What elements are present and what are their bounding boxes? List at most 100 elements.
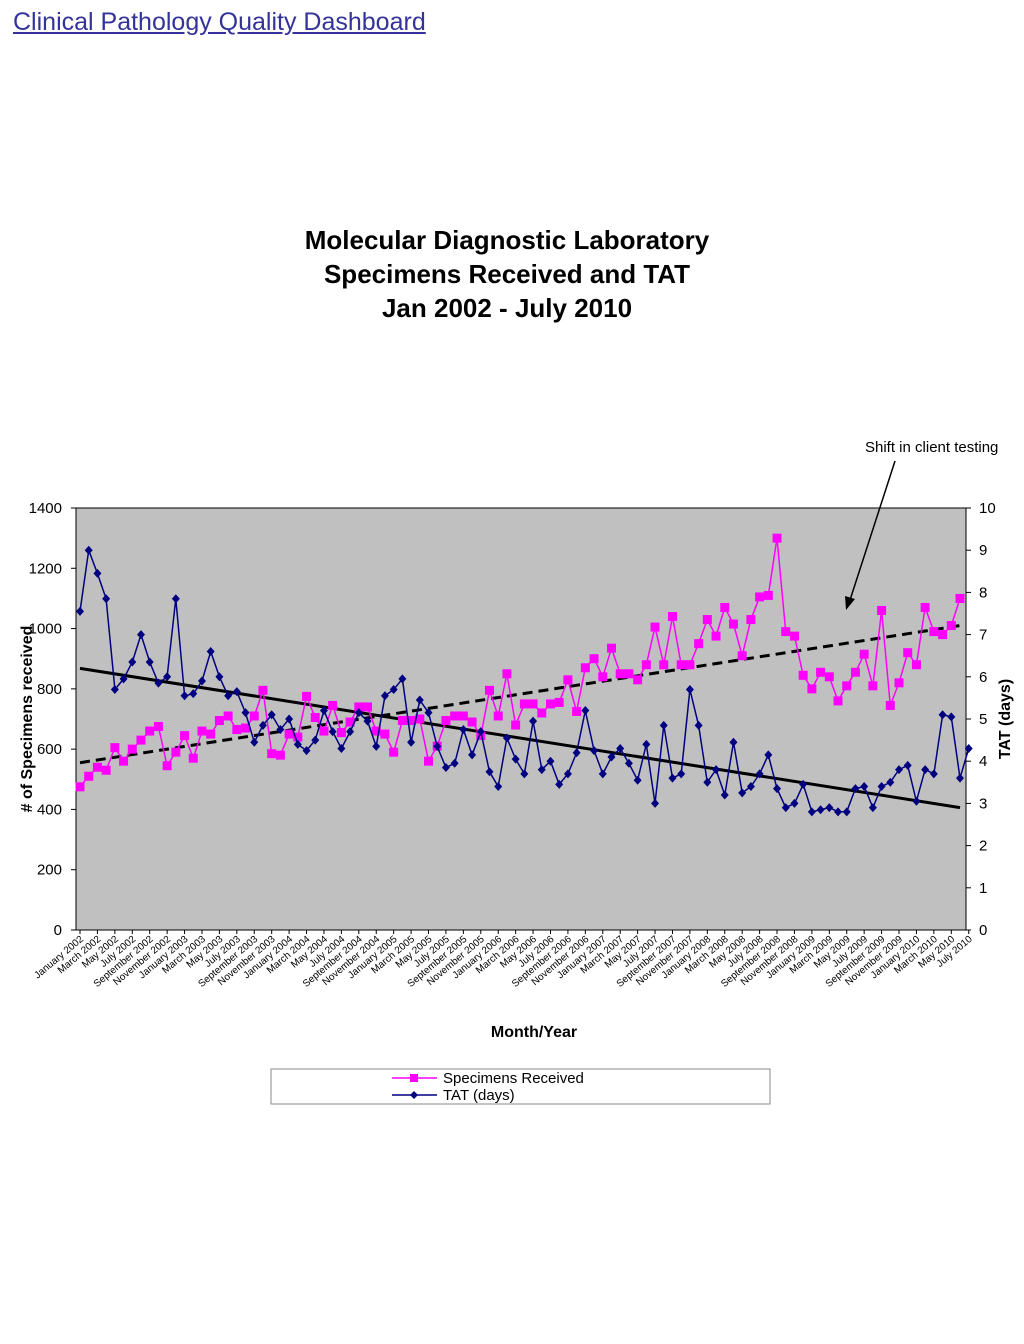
data-point (651, 798, 660, 808)
data-point (363, 702, 373, 712)
data-point (676, 660, 686, 670)
data-point (529, 716, 538, 726)
data-point (842, 807, 851, 817)
data-point (93, 568, 102, 578)
left-tick-label: 1200 (29, 560, 62, 577)
data-point (859, 649, 869, 659)
legend: Specimens Received TAT (days) (270, 1068, 771, 1105)
data-point (485, 767, 494, 777)
data-point (712, 765, 721, 775)
right-tick-label: 0 (979, 922, 987, 939)
data-point (380, 691, 389, 701)
data-point (694, 720, 703, 730)
data-point (633, 675, 643, 685)
data-point (285, 714, 294, 724)
data-point (293, 732, 303, 742)
data-point (816, 805, 825, 815)
data-point (328, 727, 337, 737)
right-axis: 0 1 2 3 4 5 6 7 8 9 10 (966, 500, 996, 939)
data-point (964, 744, 973, 754)
data-point (877, 782, 886, 792)
data-point (145, 657, 154, 667)
left-tick-label: 800 (37, 681, 62, 698)
left-axis: 0 200 400 600 800 1000 1200 1400 (29, 500, 76, 939)
dashboard-link[interactable]: Clinical Pathology Quality Dashboard (13, 8, 426, 36)
data-point (345, 717, 355, 727)
data-point (162, 761, 172, 771)
data-point (468, 750, 477, 760)
data-point (258, 720, 267, 730)
data-point (188, 753, 198, 763)
data-point (711, 631, 721, 641)
data-point (189, 689, 198, 699)
data-point (519, 699, 529, 709)
data-point (746, 782, 755, 792)
data-point (241, 723, 251, 733)
chart-title-line-3: Jan 2002 - July 2010 (382, 293, 632, 323)
data-point (371, 726, 381, 736)
data-point (763, 590, 773, 600)
series (75, 533, 973, 817)
data-point (232, 725, 242, 735)
data-point (563, 769, 572, 779)
y-axis-left-title: # of Specimens received (19, 626, 36, 813)
data-point (728, 619, 738, 629)
data-point (781, 803, 790, 813)
data-point (145, 726, 155, 736)
data-point (223, 711, 233, 721)
y-axis-right-title: TAT (days) (997, 679, 1014, 759)
data-point (424, 756, 434, 766)
data-point (407, 737, 416, 747)
legend-box (270, 1068, 771, 1105)
data-point (459, 725, 468, 735)
data-point (249, 711, 259, 721)
left-tick-label: 0 (54, 922, 62, 939)
data-point (868, 803, 877, 813)
data-point (894, 678, 904, 688)
data-point (624, 758, 633, 768)
right-tick-label: 10 (979, 500, 996, 517)
data-point (528, 699, 538, 709)
data-point (502, 733, 511, 743)
data-point (677, 769, 686, 779)
data-point (920, 602, 930, 612)
data-point (171, 747, 181, 757)
data-point (833, 696, 843, 706)
data-point (267, 710, 276, 720)
data-point (346, 727, 355, 737)
data-point (946, 621, 956, 631)
data-point (851, 784, 860, 794)
annotation-arrow-head (845, 596, 855, 610)
data-point (642, 739, 651, 749)
data-point (947, 712, 956, 722)
data-point (580, 663, 590, 673)
data-point (790, 798, 799, 808)
legend-marker-specimens (410, 1074, 418, 1082)
data-point (197, 726, 207, 736)
data-point (650, 622, 660, 632)
data-point (772, 533, 782, 543)
data-point (511, 720, 521, 730)
data-point (563, 675, 573, 685)
data-point (520, 769, 529, 779)
data-point (232, 687, 241, 697)
data-point (938, 630, 948, 640)
data-point (476, 727, 485, 737)
data-point (110, 743, 120, 753)
data-point (824, 672, 834, 682)
data-point (737, 651, 747, 661)
data-point (929, 769, 938, 779)
data-point (76, 606, 84, 616)
data-point (206, 646, 215, 656)
data-point (433, 741, 442, 751)
data-point (92, 762, 102, 772)
data-point (850, 667, 860, 677)
data-point (903, 648, 913, 658)
chart-title: Molecular Diagnostic Laboratory Specimen… (305, 225, 710, 323)
data-point (128, 657, 137, 667)
data-point (746, 615, 756, 625)
data-point (197, 676, 206, 686)
data-point (755, 769, 764, 779)
data-point (834, 807, 843, 817)
